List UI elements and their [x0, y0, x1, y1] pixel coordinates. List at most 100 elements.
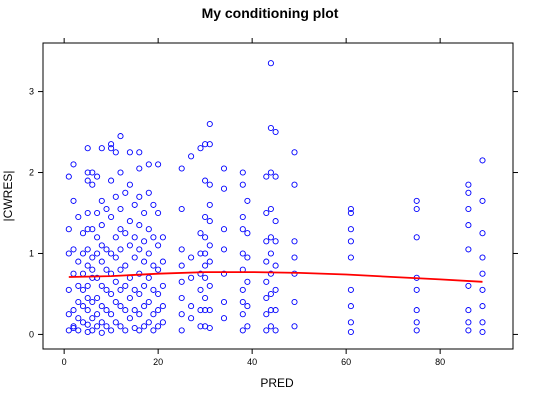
data-point: [108, 141, 115, 148]
data-point: [347, 328, 354, 336]
y-tick-label: 2: [29, 168, 34, 178]
data-point: [347, 238, 354, 245]
data-point: [178, 165, 185, 172]
data-point: [197, 270, 204, 277]
data-point: [98, 303, 105, 310]
smooth-line: [68, 271, 483, 283]
data-point: [98, 197, 105, 204]
data-point: [291, 181, 298, 188]
data-point: [479, 319, 486, 326]
data-point: [220, 315, 228, 322]
data-point: [126, 242, 133, 249]
data-point: [122, 262, 129, 269]
data-point: [136, 246, 143, 253]
data-point: [155, 307, 162, 314]
y-axis-label: |CWRES|: [1, 171, 15, 222]
data-point: [108, 145, 115, 152]
data-point: [141, 209, 148, 217]
data-point: [244, 278, 251, 285]
data-point: [267, 270, 274, 277]
chart-title: My conditioning plot: [202, 5, 339, 21]
data-point: [145, 161, 152, 168]
data-point: [413, 197, 420, 204]
data-point: [136, 327, 143, 334]
data-point: [155, 209, 162, 217]
data-point: [150, 201, 157, 208]
data-point: [131, 234, 138, 241]
data-point: [272, 327, 279, 334]
data-point: [239, 213, 246, 221]
data-point: [206, 258, 213, 265]
data-point: [263, 209, 270, 217]
data-point: [112, 298, 119, 306]
data-point: [117, 303, 124, 310]
data-point: [263, 173, 270, 180]
data-point: [465, 181, 472, 188]
data-point: [136, 311, 143, 318]
data-point: [479, 230, 486, 237]
data-point: [103, 323, 110, 330]
data-point: [202, 294, 209, 302]
data-point: [267, 169, 274, 176]
data-point: [79, 286, 87, 293]
data-point: [98, 242, 105, 249]
scatter-points: [65, 60, 486, 336]
data-point: [220, 165, 228, 172]
data-point: [244, 303, 251, 310]
data-point: [84, 177, 91, 184]
data-point: [112, 319, 119, 326]
data-point: [98, 222, 105, 229]
data-point: [239, 311, 246, 318]
data-point: [84, 246, 91, 253]
data-point: [117, 133, 124, 140]
data-point: [84, 209, 91, 217]
data-point: [220, 298, 228, 306]
data-point: [291, 254, 298, 261]
data-point: [479, 286, 486, 293]
data-point: [89, 266, 96, 273]
data-point: [272, 218, 279, 225]
data-point: [202, 234, 209, 241]
data-point: [141, 323, 148, 330]
data-point: [131, 254, 138, 261]
data-point: [89, 226, 96, 233]
axis-ticks: 0 20 40 60 80 0 1 2 3: [29, 38, 518, 367]
data-point: [465, 327, 472, 334]
data-point: [150, 262, 157, 269]
data-point: [94, 274, 101, 281]
data-point: [244, 323, 251, 330]
data-point: [94, 173, 101, 180]
data-point: [159, 303, 166, 310]
data-point: [178, 262, 185, 269]
y-tick-label: 3: [29, 87, 34, 97]
data-point: [267, 124, 274, 132]
data-point: [131, 307, 138, 314]
data-point: [267, 234, 274, 241]
data-point: [108, 290, 115, 298]
data-point: [413, 307, 420, 314]
data-point: [84, 226, 91, 233]
data-point: [117, 286, 124, 293]
data-point: [70, 246, 77, 253]
data-point: [141, 282, 148, 289]
data-point: [267, 250, 274, 257]
data-point: [272, 238, 279, 245]
data-point: [239, 286, 246, 293]
data-point: [202, 307, 209, 314]
data-point: [75, 298, 82, 306]
data-point: [94, 323, 101, 330]
data-point: [94, 234, 101, 241]
data-point: [84, 321, 91, 328]
data-point: [347, 319, 354, 326]
data-point: [112, 149, 119, 156]
x-axis-label: PRED: [260, 376, 294, 390]
data-point: [220, 246, 228, 253]
data-point: [103, 266, 110, 273]
data-point: [413, 327, 420, 334]
data-point: [108, 327, 115, 334]
data-point: [145, 274, 152, 281]
data-point: [103, 286, 110, 293]
data-point: [84, 262, 91, 269]
data-point: [75, 327, 82, 334]
